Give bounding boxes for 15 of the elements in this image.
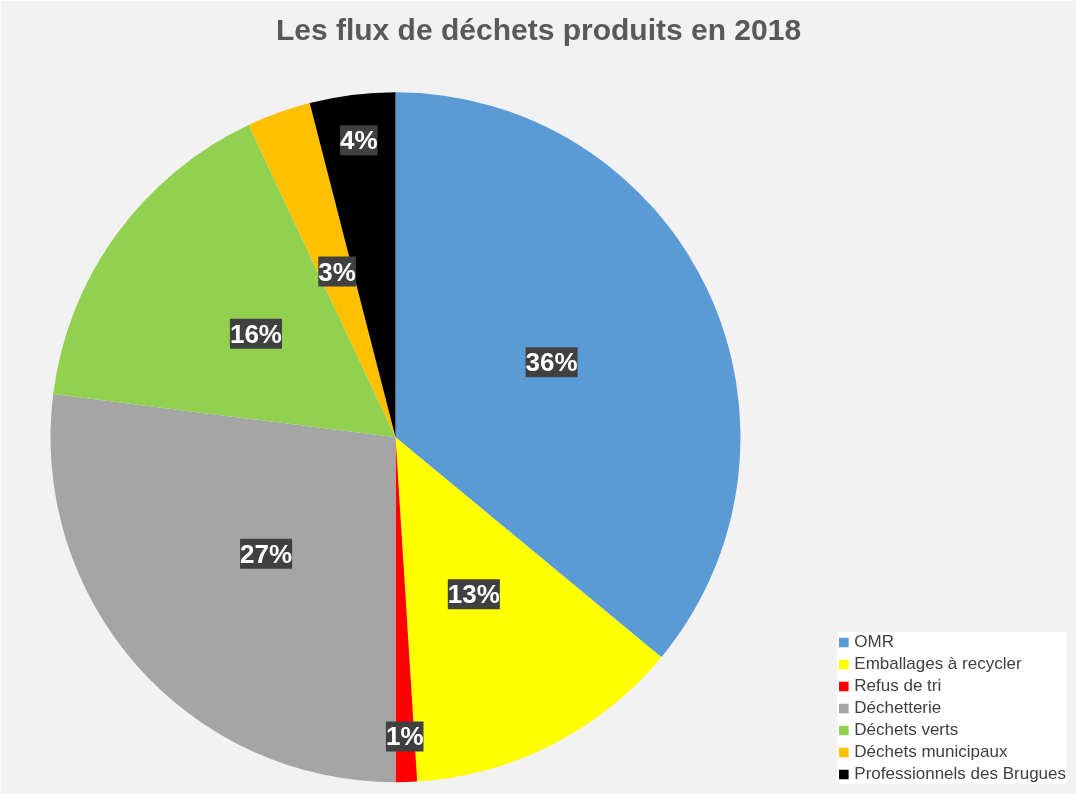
data-label: 13% (447, 579, 500, 610)
data-label: 27% (240, 538, 293, 569)
data-label: 1% (385, 721, 424, 752)
data-label: 3% (318, 256, 356, 287)
data-label: 36% (525, 347, 578, 378)
chart-title: Les flux de déchets produits en 2018 (275, 12, 802, 46)
legend-label: Déchets municipaux (854, 742, 1008, 762)
legend-label: Déchetterie (854, 698, 942, 718)
legend-label: Professionnels des Brugues (854, 764, 1066, 784)
legend-label: OMR (854, 632, 894, 652)
data-label: 16% (229, 318, 282, 349)
data-label: 4% (339, 125, 378, 156)
legend-label: Refus de tri (854, 676, 942, 696)
legend-label: Emballages à recycler (854, 654, 1022, 674)
legend-label: Déchets verts (854, 720, 959, 740)
